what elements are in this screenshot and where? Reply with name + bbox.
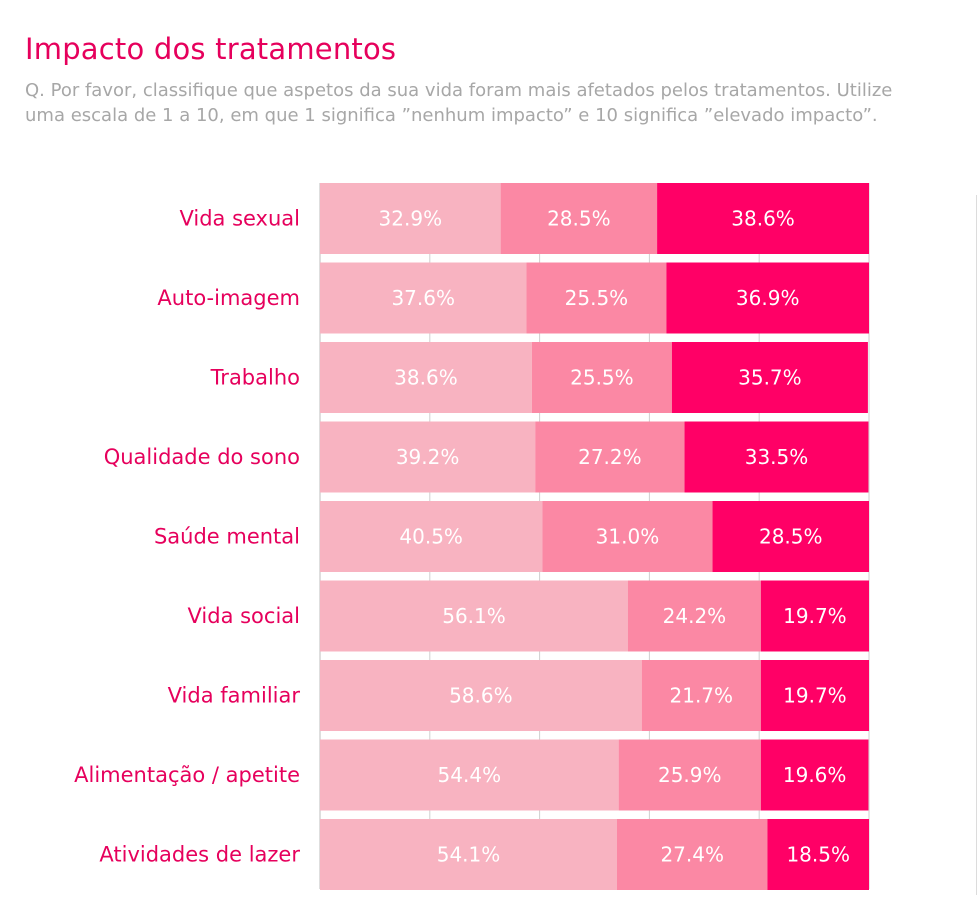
- data-label: 27.2%: [578, 445, 642, 469]
- bar-segment: [500, 183, 658, 254]
- bar-segment: [671, 342, 868, 413]
- category-label: Trabalho: [210, 366, 300, 390]
- bar-segment: [767, 819, 869, 890]
- bar-segment: [320, 660, 642, 731]
- data-label: 39.2%: [396, 445, 460, 469]
- bar-segment: [760, 660, 869, 731]
- bar-segment: [526, 262, 667, 334]
- data-label: 37.6%: [391, 286, 455, 310]
- data-label: 56.1%: [442, 604, 506, 628]
- data-label: 27.4%: [660, 843, 724, 867]
- data-label: 28.5%: [759, 525, 823, 549]
- bar-segment: [531, 342, 672, 413]
- data-label: 35.7%: [738, 366, 802, 390]
- data-label: 58.6%: [449, 684, 513, 708]
- data-label: 25.5%: [570, 366, 634, 390]
- bar-segment: [657, 183, 869, 254]
- category-label: Vida social: [188, 604, 301, 628]
- data-label: 18.5%: [786, 843, 850, 867]
- category-label: Alimentação / apetite: [74, 763, 300, 787]
- bar-segment: [760, 580, 869, 652]
- chart-title: Impacto dos tratamentos: [25, 32, 397, 66]
- bar-segment: [320, 421, 536, 493]
- bar-segment: [320, 819, 618, 890]
- bar-segment: [627, 580, 761, 652]
- bar-segment: [320, 183, 501, 254]
- bar-segment: [760, 739, 869, 811]
- data-label: 25.5%: [565, 286, 629, 310]
- category-label: Vida familiar: [168, 684, 301, 708]
- data-label: 36.9%: [736, 286, 800, 310]
- data-label: 54.4%: [438, 763, 502, 787]
- category-label: Vida sexual: [179, 207, 300, 231]
- bar-segment: [617, 819, 768, 890]
- bar-segment: [542, 501, 713, 572]
- category-label: Atividades de lazer: [99, 843, 300, 867]
- bar-segment: [712, 501, 869, 572]
- right-edge-divider: [976, 195, 977, 895]
- bar-segment: [641, 660, 761, 731]
- chart-subtitle: Q. Por favor, classifique que aspetos da…: [25, 80, 893, 126]
- data-label: 19.7%: [783, 604, 847, 628]
- bar-segment: [684, 421, 869, 493]
- category-label: Qualidade do sono: [104, 445, 300, 469]
- bar-segment: [618, 739, 761, 811]
- data-label: 54.1%: [437, 843, 501, 867]
- bar-segment: [535, 421, 685, 493]
- data-label: 21.7%: [670, 684, 734, 708]
- category-label: Auto-imagem: [157, 286, 300, 310]
- data-label: 38.6%: [394, 366, 458, 390]
- data-label: 33.5%: [745, 445, 809, 469]
- data-label: 24.2%: [663, 604, 727, 628]
- bar-segment: [666, 262, 869, 334]
- data-label: 19.6%: [783, 763, 847, 787]
- bar-segment: [320, 501, 543, 572]
- data-label: 31.0%: [596, 525, 660, 549]
- data-label: 28.5%: [547, 207, 611, 231]
- bar-segment: [320, 739, 619, 811]
- data-label: 25.9%: [658, 763, 722, 787]
- data-label: 19.7%: [783, 684, 847, 708]
- bar-segment: [320, 580, 628, 652]
- data-label: 40.5%: [399, 525, 463, 549]
- bar-segment: [320, 342, 532, 413]
- category-label: Saúde mental: [154, 525, 300, 549]
- data-label: 32.9%: [379, 207, 443, 231]
- bar-segment: [320, 262, 527, 334]
- data-label: 38.6%: [731, 207, 795, 231]
